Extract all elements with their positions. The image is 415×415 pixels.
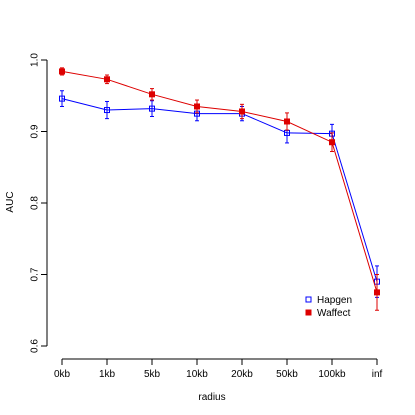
data-point-waffect xyxy=(284,118,290,125)
data-point-waffect xyxy=(104,76,110,83)
x-tick-label: 10kb xyxy=(186,369,208,380)
x-tick-label: 100kb xyxy=(318,369,346,380)
legend-label-waffect: Waffect xyxy=(317,308,351,319)
series-line-hapgen xyxy=(61,98,378,282)
legend: Hapgen Waffect xyxy=(305,295,352,319)
y-tick-label: 0.9 xyxy=(30,124,41,138)
data-point-waffect xyxy=(59,68,65,75)
data-point-waffect xyxy=(194,103,200,110)
y-tick-label: 0.6 xyxy=(30,339,41,353)
x-tick-label: 1kb xyxy=(99,369,116,380)
x-tick-label: 20kb xyxy=(231,369,253,380)
series-layer xyxy=(59,67,380,311)
data-point-waffect xyxy=(329,139,335,146)
y-tick-label: 0.8 xyxy=(30,196,41,210)
x-tick-label: inf xyxy=(372,369,383,380)
data-point-waffect xyxy=(374,289,380,296)
data-point-waffect xyxy=(149,91,155,98)
y-ticks: 0.6 0.7 0.8 0.9 1.0 xyxy=(30,53,47,353)
x-axis-label: radius xyxy=(198,392,225,403)
x-tick-label: 5kb xyxy=(144,369,161,380)
y-tick-label: 1.0 xyxy=(30,53,41,67)
legend-marker-waffect xyxy=(305,309,312,316)
y-tick-label: 0.7 xyxy=(30,267,41,281)
data-point-waffect xyxy=(239,108,245,115)
x-tick-label: 0kb xyxy=(54,369,71,380)
series-line-waffect xyxy=(61,70,378,293)
data-point-hapgen xyxy=(59,95,65,102)
series-hapgen xyxy=(59,90,380,298)
x-ticks: 0kb 1kb 5kb 10kb 20kb 50kb 100kb inf xyxy=(54,359,383,380)
x-tick-label: 50kb xyxy=(276,369,298,380)
data-point-hapgen xyxy=(104,107,110,114)
y-axis-label: AUC xyxy=(5,191,16,212)
data-point-hapgen xyxy=(149,105,155,112)
series-waffect xyxy=(59,67,380,311)
legend-marker-hapgen xyxy=(305,296,312,303)
legend-label-hapgen: Hapgen xyxy=(317,295,352,306)
